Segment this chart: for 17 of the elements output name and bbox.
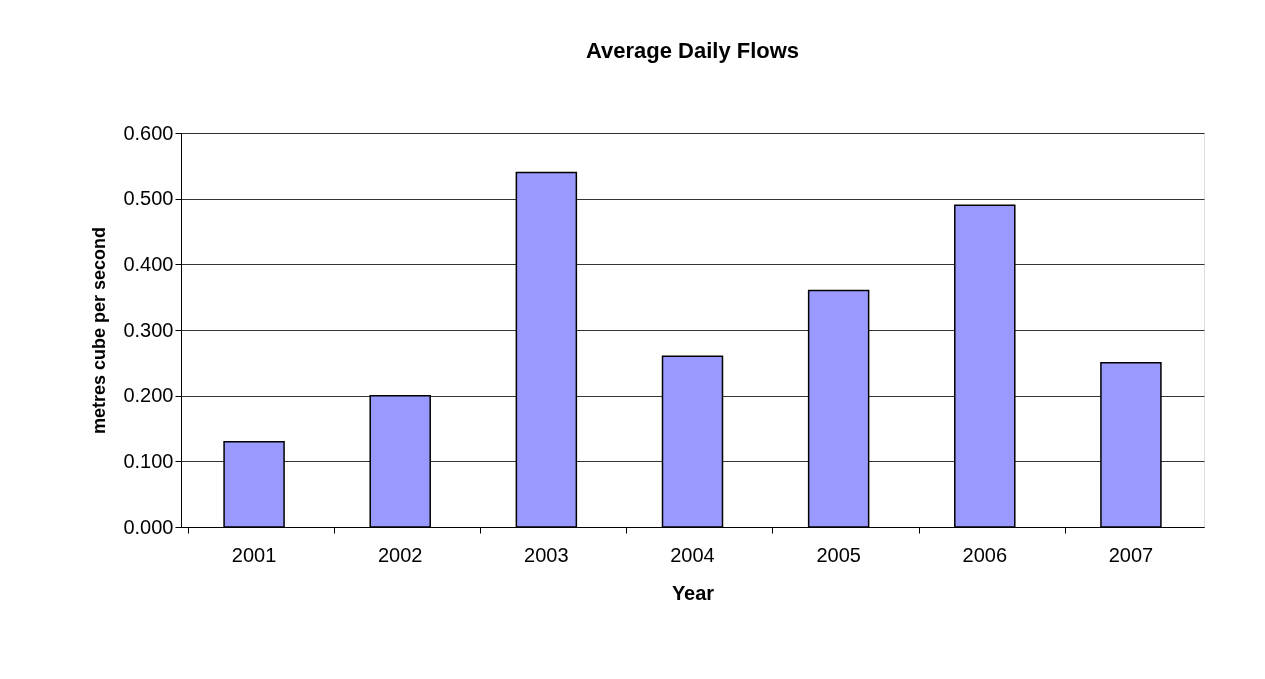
- chart-title: Average Daily Flows: [585, 38, 800, 63]
- x-tick-label: 2003: [524, 543, 569, 566]
- y-tick-label: 0.600: [123, 121, 174, 144]
- x-tick-label: 2002: [377, 543, 423, 566]
- x-tick-label: 2001: [231, 543, 277, 566]
- x-tick-label: 2006: [962, 543, 1008, 566]
- x-axis-title: Year: [671, 581, 715, 604]
- y-axis-title: metres cube per second: [89, 226, 110, 435]
- y-tick-label: 0.500: [123, 187, 174, 210]
- x-tick-label: 2005: [816, 543, 861, 566]
- y-tick-label: 0.000: [123, 515, 174, 538]
- y-tick-label: 0.200: [123, 384, 174, 407]
- x-tick-label: 2007: [1108, 543, 1154, 566]
- y-tick-label: 0.300: [123, 318, 174, 341]
- y-tick-label: 0.100: [123, 449, 174, 472]
- x-tick-label: 2004: [670, 543, 715, 566]
- y-tick-label: 0.400: [123, 252, 174, 275]
